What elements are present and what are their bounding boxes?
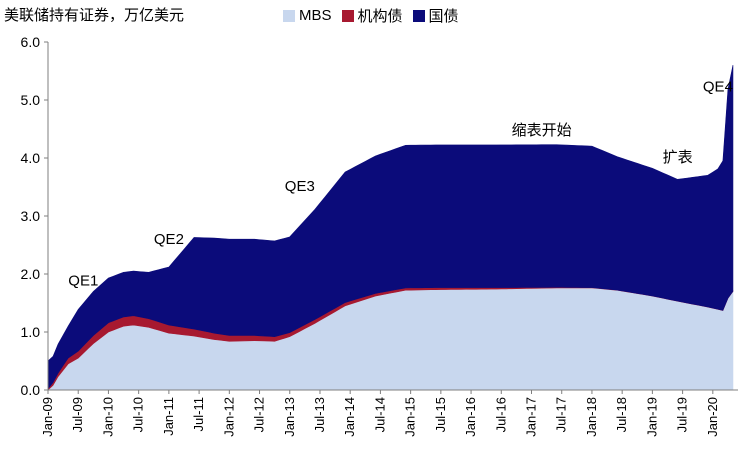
annotation-label: QE1 — [68, 273, 98, 290]
legend-label-treasury: 国债 — [428, 8, 459, 25]
y-tick-label: 1.0 — [21, 324, 41, 340]
chart-title: 美联储持有证券，万亿美元 — [4, 6, 185, 24]
axes-layer: 0.0 1.0 2.0 3.0 4.0 5.0 6.0 Jan-09 Jul-09 Jan-10 J… — [21, 34, 738, 437]
x-tick-label: Jan-19 — [644, 397, 659, 437]
x-tick-label: Jan-13 — [282, 397, 297, 437]
legend-item-treasury: 国债 — [412, 5, 459, 26]
legend-swatch-treasury — [412, 9, 425, 22]
annotation-label: QE2 — [154, 231, 184, 248]
x-tick-label: Jul-19 — [675, 397, 690, 432]
annotation-label: QE3 — [285, 178, 315, 195]
y-tick-label: 2.0 — [21, 266, 41, 282]
x-tick-label: Jan-15 — [403, 397, 418, 437]
x-tick-label: Jul-18 — [614, 397, 629, 432]
x-tick-label: Jan-10 — [100, 397, 115, 437]
x-tick-label: Jan-12 — [221, 397, 236, 437]
area-layer — [47, 65, 734, 391]
legend-swatch-agency — [341, 9, 354, 22]
x-tick-label: Jul-11 — [191, 397, 206, 431]
x-tick-label: Jul-12 — [252, 397, 267, 432]
chart-legend: MBS 机构债 国债 — [283, 5, 469, 26]
x-tick-label: Jan-17 — [524, 397, 539, 437]
y-tick-label: 6.0 — [21, 34, 41, 50]
x-tick-label: Jan-18 — [584, 397, 599, 437]
y-tick-label: 5.0 — [21, 92, 41, 108]
x-tick-label: Jan-14 — [342, 397, 357, 437]
annotation-label: 扩表 — [663, 149, 693, 166]
x-tick-label: Jul-15 — [433, 397, 448, 432]
x-tick-label: Jan-16 — [463, 397, 478, 437]
area-treasury — [47, 65, 734, 390]
y-tick-label: 0.0 — [21, 382, 41, 398]
legend-label-mbs: MBS — [299, 7, 332, 24]
x-tick-label: Jul-10 — [131, 397, 146, 432]
x-tick-label: Jan-11 — [161, 397, 176, 436]
x-tick-label: Jan-09 — [40, 397, 55, 437]
annotation-label: 缩表开始 — [512, 122, 572, 139]
x-tick-label: Jul-17 — [554, 397, 569, 432]
x-tick-label: Jul-09 — [70, 397, 85, 432]
legend-label-agency: 机构债 — [357, 8, 403, 25]
y-tick-label: 4.0 — [21, 150, 41, 166]
x-tick-label: Jul-13 — [312, 397, 327, 432]
legend-item-agency: 机构债 — [341, 5, 403, 26]
annotation-label: QE4 — [703, 78, 733, 95]
x-tick-label: Jul-14 — [372, 397, 387, 432]
y-tick-label: 3.0 — [21, 208, 41, 224]
x-tick-label: Jan-20 — [705, 397, 720, 437]
legend-item-mbs: MBS — [283, 7, 332, 24]
legend-swatch-mbs — [283, 9, 295, 22]
x-tick-label: Jul-16 — [493, 397, 508, 432]
